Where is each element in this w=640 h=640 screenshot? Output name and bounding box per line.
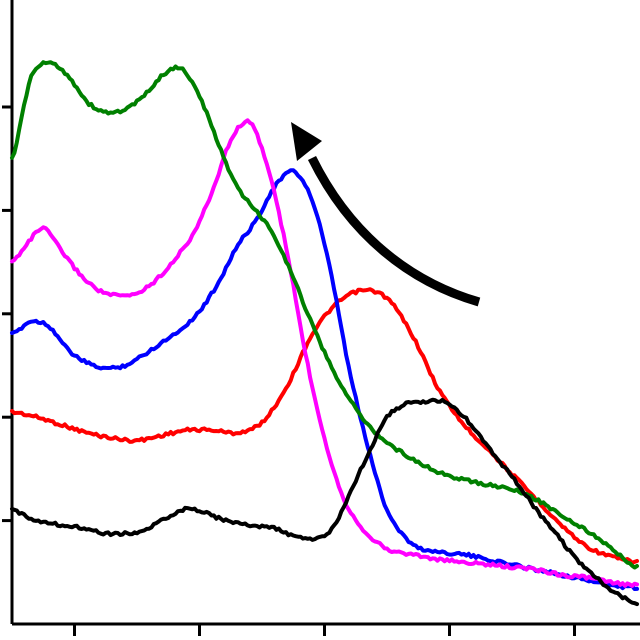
annotation-arrow (291, 122, 481, 307)
arrow-head (291, 122, 322, 161)
series-line (10, 287, 639, 565)
series-line (10, 397, 639, 607)
y-axis-ticks (2, 105, 12, 523)
series-line (10, 60, 639, 570)
series-line (10, 168, 639, 591)
series-line (10, 118, 639, 588)
data-series (10, 60, 639, 607)
arrow-shaft (307, 156, 481, 307)
x-axis-ticks (73, 624, 576, 636)
